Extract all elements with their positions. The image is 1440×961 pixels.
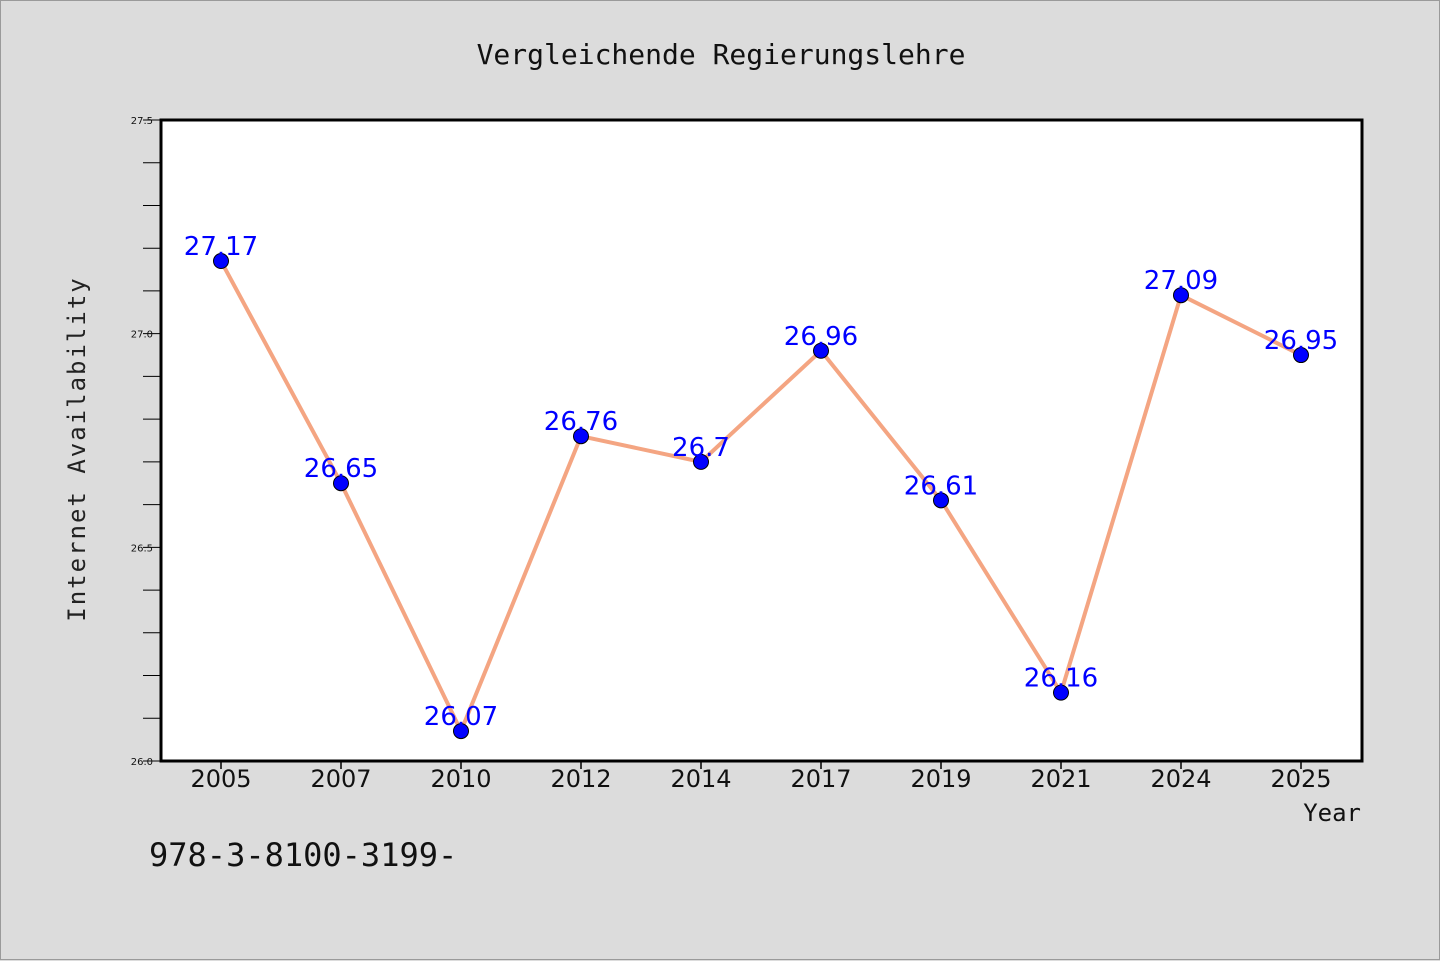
chart-title: Vergleichende Regierungslehre: [477, 38, 966, 71]
data-point: [933, 492, 949, 509]
series-line: [219, 260, 1302, 734]
plot-area: [159, 118, 1364, 763]
data-label: 26.16: [1024, 664, 1098, 694]
x-axis-label: Year: [1303, 799, 1361, 827]
x-tick-label: 2025: [1270, 765, 1331, 793]
x-tick-label: 2024: [1150, 765, 1211, 793]
y-tick-label: 27.5: [131, 116, 153, 127]
data-label: 26.96: [784, 322, 858, 352]
x-tick-label: 2005: [190, 765, 251, 793]
data-point: [453, 723, 469, 740]
y-tick-label: 26.5: [131, 543, 153, 554]
data-label: 26.61: [904, 471, 978, 501]
x-tick-label: 2019: [910, 765, 971, 793]
isbn-footer-text: 978-3-8100-3199-: [149, 836, 457, 874]
x-tick-label: 2017: [790, 765, 851, 793]
data-point: [1053, 684, 1069, 701]
data-label: 26.76: [544, 407, 618, 437]
data-label: 26.65: [304, 454, 378, 484]
data-point: [333, 475, 349, 492]
data-point: [813, 342, 829, 359]
data-point: [213, 253, 229, 270]
x-tick-label: 2014: [670, 765, 731, 793]
x-tick-label: 2021: [1030, 765, 1091, 793]
data-series: 27.17 26.65 26.07 26.76 26.7 26.96 26.61 26.16 2…: [184, 232, 1338, 740]
y-tick-label: 26.0: [131, 757, 153, 768]
data-label: 26.07: [424, 702, 498, 732]
data-point: [573, 428, 589, 445]
x-tick-label: 2010: [430, 765, 491, 793]
data-label: 27.09: [1144, 266, 1218, 296]
data-label: 26.95: [1264, 326, 1338, 356]
x-tick-label: 2012: [550, 765, 611, 793]
data-point: [1293, 347, 1309, 364]
data-point: [693, 453, 709, 470]
y-axis-label: Internet Availability: [63, 276, 91, 621]
data-point: [1173, 287, 1189, 304]
axis-ticks: 26.0 26.5 27.0 27.5 2005 2007 2010 2012 2014 2017…: [131, 116, 1332, 793]
data-label: 27.17: [184, 232, 258, 262]
x-tick-label: 2007: [310, 765, 371, 793]
y-tick-label: 27.0: [131, 330, 153, 341]
data-label: 26.7: [672, 433, 730, 463]
